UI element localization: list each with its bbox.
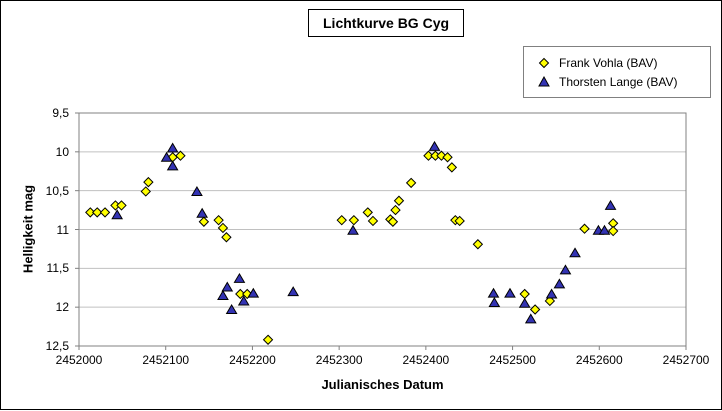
vohla-data-point [143, 176, 154, 188]
vohla-data-point [367, 215, 379, 227]
vohla-data-point [140, 186, 151, 197]
x-tick-label: 2452700 [662, 353, 710, 367]
lange-data-point [488, 297, 501, 308]
triangle-marker-icon [538, 75, 550, 86]
lange-data-point [524, 313, 537, 324]
vohla-data-point [99, 207, 111, 218]
y-tick-label: 9,5 [52, 106, 69, 120]
vohla-data-point [472, 239, 484, 250]
vohla-data-point [213, 214, 224, 226]
vohla-data-point [336, 214, 347, 226]
lange-data-point [196, 207, 209, 218]
lange-data-point [604, 199, 617, 210]
lange-data-point [166, 160, 179, 171]
vohla-data-point [454, 215, 465, 227]
lange-data-point [487, 287, 500, 298]
x-tick-label: 2452600 [575, 353, 623, 367]
lange-data-point [287, 286, 300, 297]
lange-data-point [160, 151, 173, 162]
vohla-data-point [217, 222, 229, 234]
vohla-data-point [579, 223, 590, 234]
vohla-data-point [221, 232, 232, 243]
lange-data-point [347, 224, 359, 235]
lange-data-point [166, 142, 179, 153]
lange-data-point [233, 272, 246, 283]
lange-data-point [217, 290, 229, 301]
x-tick-label: 2452100 [142, 353, 190, 367]
legend-label-lange: Thorsten Lange (BAV) [559, 74, 678, 89]
lange-data-point [247, 287, 260, 298]
lange-data-point [221, 281, 234, 292]
y-tick-label: 10,5 [45, 183, 69, 198]
y-axis-title: Helligkeit mag [20, 184, 36, 274]
vohla-data-point [387, 216, 399, 227]
vohla-data-point [198, 216, 210, 227]
vohla-data-point [446, 162, 458, 173]
x-tick-label: 2452300 [315, 353, 363, 367]
y-tick-label: 12 [55, 300, 69, 315]
legend-entry-lange: Thorsten Lange (BAV) [538, 75, 710, 89]
x-tick-label: 2452400 [402, 353, 450, 367]
lange-data-point [545, 288, 558, 299]
lange-data-point [191, 185, 203, 196]
lange-data-point [559, 264, 572, 275]
lange-data-point [553, 278, 566, 289]
vohla-data-point [519, 288, 530, 300]
legend: Frank Vohla (BAV) Thorsten Lange (BAV) [523, 46, 711, 98]
vohla-data-point [607, 225, 619, 237]
x-tick-label: 2452500 [489, 353, 536, 367]
vohla-data-point [262, 334, 274, 345]
vohla-data-point [405, 177, 417, 189]
y-tick-label: 10 [55, 144, 69, 159]
vohla-data-point [390, 204, 401, 216]
vohla-data-point [362, 207, 373, 218]
legend-label-vohla: Frank Vohla (BAV) [559, 55, 658, 70]
vohla-data-point [92, 207, 103, 218]
vohla-data-point [423, 150, 434, 161]
y-tick-label: 11,5 [46, 261, 69, 276]
chart-title: Lichtkurve BG Cyg [308, 9, 465, 37]
x-tick-label: 2452000 [55, 353, 103, 367]
vohla-data-point [348, 214, 360, 226]
lange-data-point [598, 224, 611, 235]
lange-data-point [428, 140, 441, 151]
y-tick-label: 11 [56, 222, 69, 237]
diamond-marker-icon [538, 57, 550, 68]
y-tick-label: 12,5 [45, 339, 69, 353]
lange-data-point [225, 304, 238, 314]
vohla-data-point [544, 295, 556, 307]
vohla-data-point [85, 207, 96, 218]
vohla-data-point [393, 195, 405, 206]
vohla-data-point [175, 150, 186, 161]
vohla-data-point [116, 200, 127, 211]
vohla-data-point [235, 288, 246, 300]
vohla-data-point [442, 152, 453, 163]
lange-data-point [504, 287, 516, 298]
x-axis-title: Julianisches Datum [321, 377, 444, 392]
lange-data-point [518, 297, 531, 308]
lange-data-point [569, 247, 581, 258]
x-tick-label: 2452200 [229, 353, 276, 367]
legend-entry-vohla: Frank Vohla (BAV) [538, 56, 710, 70]
vohla-data-point [529, 304, 541, 315]
lange-data-point [111, 209, 124, 220]
lange-data-point [237, 295, 250, 306]
